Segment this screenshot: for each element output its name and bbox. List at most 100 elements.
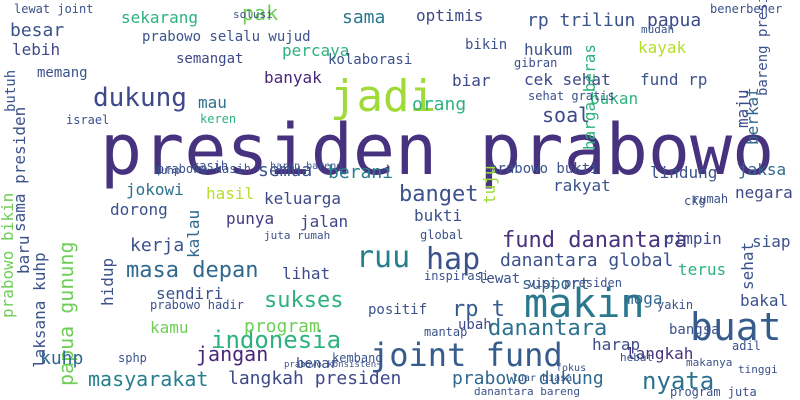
word: jaksa — [738, 160, 787, 179]
word: program juta — [670, 385, 757, 399]
word: ruu — [356, 240, 411, 275]
word: visi presiden — [528, 276, 622, 290]
word: gibran — [514, 56, 558, 70]
word: siap — [752, 232, 791, 251]
word: ubah — [458, 317, 492, 333]
word: jadi — [330, 71, 436, 122]
word: rp t — [452, 297, 505, 322]
word: hidup — [98, 257, 117, 306]
word: tuju — [480, 165, 499, 204]
word: program — [244, 316, 320, 337]
word: lewat — [478, 271, 521, 287]
word: langkah presiden — [228, 368, 402, 389]
word: lewat joint — [14, 2, 94, 16]
word: prabowo bukti — [489, 161, 599, 177]
word: keren — [200, 112, 237, 126]
word: masyarakat — [88, 367, 209, 391]
word: besar — [10, 20, 65, 41]
word: keluarga — [264, 189, 342, 208]
word: lindung — [650, 163, 718, 182]
word: sama — [342, 7, 386, 28]
word: danantara bareng — [474, 385, 580, 398]
word: sehat gratis — [528, 89, 615, 103]
word: bikin — [465, 37, 508, 53]
word: hap — [426, 242, 481, 277]
word: juta rumah — [264, 229, 331, 242]
word: terus — [678, 260, 727, 279]
word: percaya — [282, 41, 350, 60]
word: masa depan — [126, 258, 259, 283]
word: soal — [542, 103, 591, 127]
word: yakin — [657, 298, 694, 312]
word: danantara — [488, 316, 608, 341]
word: fund danantara — [502, 228, 688, 253]
word: laksana kuhp — [30, 252, 49, 368]
word: mantap — [424, 325, 468, 339]
word: solusi — [233, 8, 273, 21]
word: pimpin — [664, 229, 722, 248]
word: butuh — [3, 69, 19, 112]
word: harap bareng — [270, 161, 343, 172]
word: fokus — [556, 363, 587, 374]
word: semua — [258, 160, 313, 181]
word: kuhp — [154, 164, 181, 177]
word: joint fund — [370, 336, 563, 374]
word: rp triliun — [527, 10, 636, 31]
word: hasil — [206, 184, 255, 203]
word: orang — [412, 94, 467, 115]
word: lebih — [12, 40, 61, 59]
word: pak — [242, 1, 279, 25]
word: mau — [198, 93, 227, 112]
word: benerbener — [710, 2, 783, 16]
word: cek sehat — [524, 70, 611, 89]
word: dukung — [93, 83, 187, 113]
word: banyak — [264, 68, 322, 87]
word: semangat — [176, 51, 244, 67]
word: kamu — [150, 318, 189, 337]
word: kuhp — [40, 348, 84, 369]
word: papua — [647, 10, 702, 31]
word: indonesia — [211, 326, 342, 354]
word: negara — [735, 183, 793, 202]
word: bangsa — [669, 322, 720, 338]
word: inspirasi — [424, 269, 490, 283]
word: global — [420, 228, 464, 242]
word: positif — [368, 302, 428, 318]
word: harap — [592, 335, 641, 354]
word: fund rp — [640, 70, 708, 89]
word: israel — [66, 113, 110, 127]
word: support — [522, 274, 590, 293]
word: kembang — [332, 351, 383, 365]
word: jokowi — [126, 180, 184, 199]
word: makanya — [686, 356, 733, 369]
word: sendiri — [156, 284, 224, 303]
word: biar — [452, 71, 491, 90]
word: hukum — [524, 40, 573, 59]
word: berani — [328, 162, 394, 183]
word: prabowo kasih — [157, 162, 251, 176]
word: jangan — [196, 342, 269, 366]
word: sukses — [264, 288, 344, 313]
word: lihat — [282, 264, 331, 283]
word: tinggi — [738, 363, 778, 376]
word: rumah — [692, 192, 729, 206]
word: mudah — [641, 23, 675, 36]
word: banget — [399, 182, 479, 207]
word: luar biasa — [512, 373, 573, 384]
word: punya — [226, 209, 275, 228]
word: prabowo selalu wujud — [142, 29, 311, 45]
word: rakyat — [553, 176, 611, 195]
word: bukan — [590, 89, 639, 108]
word: benar — [296, 356, 339, 372]
word: bakal — [740, 291, 789, 310]
word: sehat — [738, 241, 757, 290]
word: kolaborasi — [328, 52, 413, 68]
word: kalau — [184, 209, 203, 258]
word: nyata — [642, 367, 715, 395]
word: maju — [733, 89, 752, 128]
word: presiden prabowo — [100, 109, 775, 191]
word: prabowo dukung — [452, 368, 604, 389]
word: dorong — [110, 200, 168, 219]
word: danantara global — [500, 250, 674, 271]
